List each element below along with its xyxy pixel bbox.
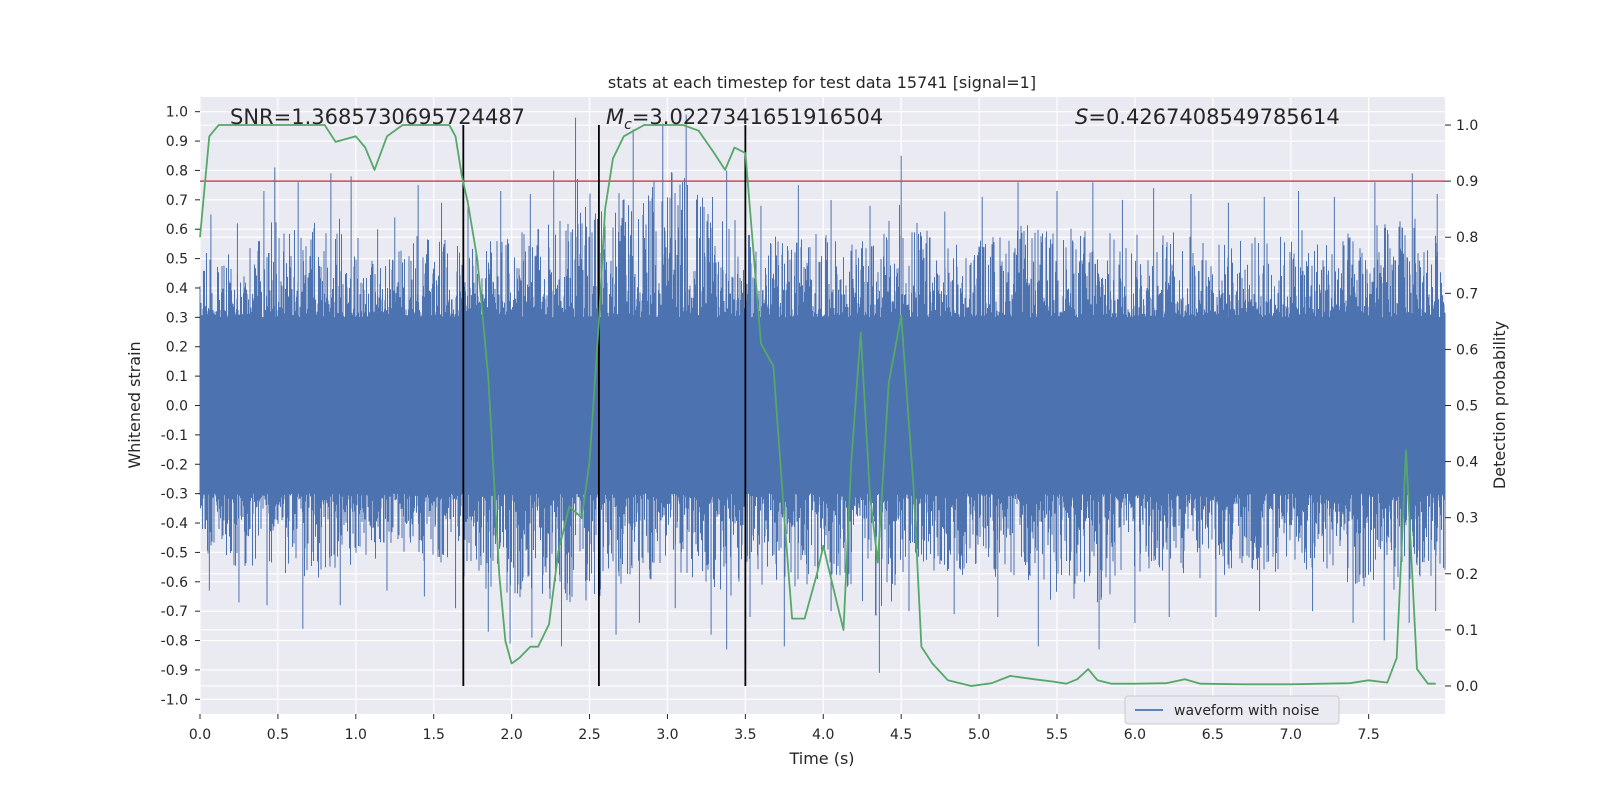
y-right-tick-label: 0.9: [1456, 174, 1478, 190]
x-tick-label: 3.0: [656, 727, 678, 743]
chirp-mass-annotation: Mc=3.0227341651916504: [606, 105, 883, 133]
y-tick-label: -0.4: [161, 516, 188, 532]
y-right-tick-label: 0.0: [1456, 679, 1478, 695]
y-right-tick-label: 0.1: [1456, 623, 1478, 639]
y-tick-label: 0.3: [166, 310, 188, 326]
y-tick-label: -0.6: [161, 575, 188, 591]
legend-box: [1124, 695, 1340, 725]
waveform-core-band: [200, 317, 1445, 494]
x-tick-label: 3.5: [734, 727, 756, 743]
detection-probability-line: [199, 124, 1436, 687]
x-tick-label: 0.5: [267, 727, 289, 743]
x-tick-label: 2.0: [501, 727, 523, 743]
chirp-mass-subscript: c: [624, 117, 632, 133]
y-tick-label: -0.5: [161, 545, 188, 561]
y-right-tick-label: 0.6: [1456, 342, 1478, 358]
y-right-tick-label: 1.0: [1456, 118, 1478, 134]
x-axis-label: Time (s): [788, 749, 854, 768]
y-right-tick-label: 0.8: [1456, 230, 1478, 246]
waveform-series: [199, 114, 1446, 673]
y-axis-right-label: Detection probability: [1490, 321, 1509, 489]
y-tick-label: -0.8: [161, 634, 188, 650]
y-tick-label: 0.9: [166, 134, 188, 150]
y-tick-label: 0.7: [166, 193, 188, 209]
y-tick-label: -1.0: [161, 692, 188, 708]
x-tick-label: 5.5: [1046, 727, 1068, 743]
y-tick-label: 0.4: [166, 281, 188, 297]
y-right-tick-label: 0.5: [1456, 399, 1478, 415]
x-tick-label: 2.5: [578, 727, 600, 743]
s-annotation: S=0.4267408549785614: [1075, 105, 1340, 129]
x-tick-label: 0.0: [189, 727, 211, 743]
snr-annotation: SNR=1.3685730695724487: [230, 105, 525, 129]
y-tick-label: -0.9: [161, 663, 188, 679]
y-tick-label: -0.7: [161, 604, 188, 620]
y-tick-label: -0.2: [161, 457, 188, 473]
x-tick-label: 6.5: [1202, 727, 1224, 743]
y-right-tick-label: 0.4: [1456, 455, 1478, 471]
x-tick-label: 7.5: [1358, 727, 1380, 743]
y-right-tick-label: 0.3: [1456, 511, 1478, 527]
x-tick-label: 4.5: [890, 727, 912, 743]
legend: waveform with noise: [1124, 695, 1340, 725]
axes: 0.0 0.5 1.0 1.5 2.0 2.5 3.0 3.5 4.0 4.5 5.0 5.5 6.0 6…: [161, 105, 1479, 743]
probability-series: [199, 124, 1436, 687]
s-value: =0.4267408549785614: [1088, 105, 1339, 129]
y-tick-label: -0.1: [161, 428, 188, 444]
chart-title: stats at each timestep for test data 157…: [608, 73, 1036, 92]
y-tick-label: 1.0: [166, 105, 188, 121]
markers: [200, 125, 1445, 686]
x-tick-label: 7.0: [1280, 727, 1302, 743]
y-tick-label: -0.3: [161, 487, 188, 503]
x-tick-label: 6.0: [1124, 727, 1146, 743]
legend-entry: waveform with noise: [1174, 703, 1319, 719]
x-tick-label: 4.0: [812, 727, 834, 743]
y-axis-label: Whitened strain: [125, 341, 144, 468]
y-tick-label: 0.6: [166, 222, 188, 238]
chirp-mass-value: =3.0227341651916504: [632, 105, 883, 129]
s-symbol: S: [1075, 105, 1088, 129]
y-right-tick-label: 0.7: [1456, 286, 1478, 302]
y-tick-label: 0.0: [166, 399, 188, 415]
chirp-mass-symbol: M: [606, 105, 624, 129]
x-tick-label: 5.0: [968, 727, 990, 743]
y-right-tick-label: 0.2: [1456, 567, 1478, 583]
y-tick-label: 0.2: [166, 340, 188, 356]
x-tick-label: 1.5: [423, 727, 445, 743]
y-tick-label: 0.5: [166, 252, 188, 268]
x-tick-label: 1.0: [345, 727, 367, 743]
y-tick-label: 0.1: [166, 369, 188, 385]
y-tick-label: 0.8: [166, 163, 188, 179]
